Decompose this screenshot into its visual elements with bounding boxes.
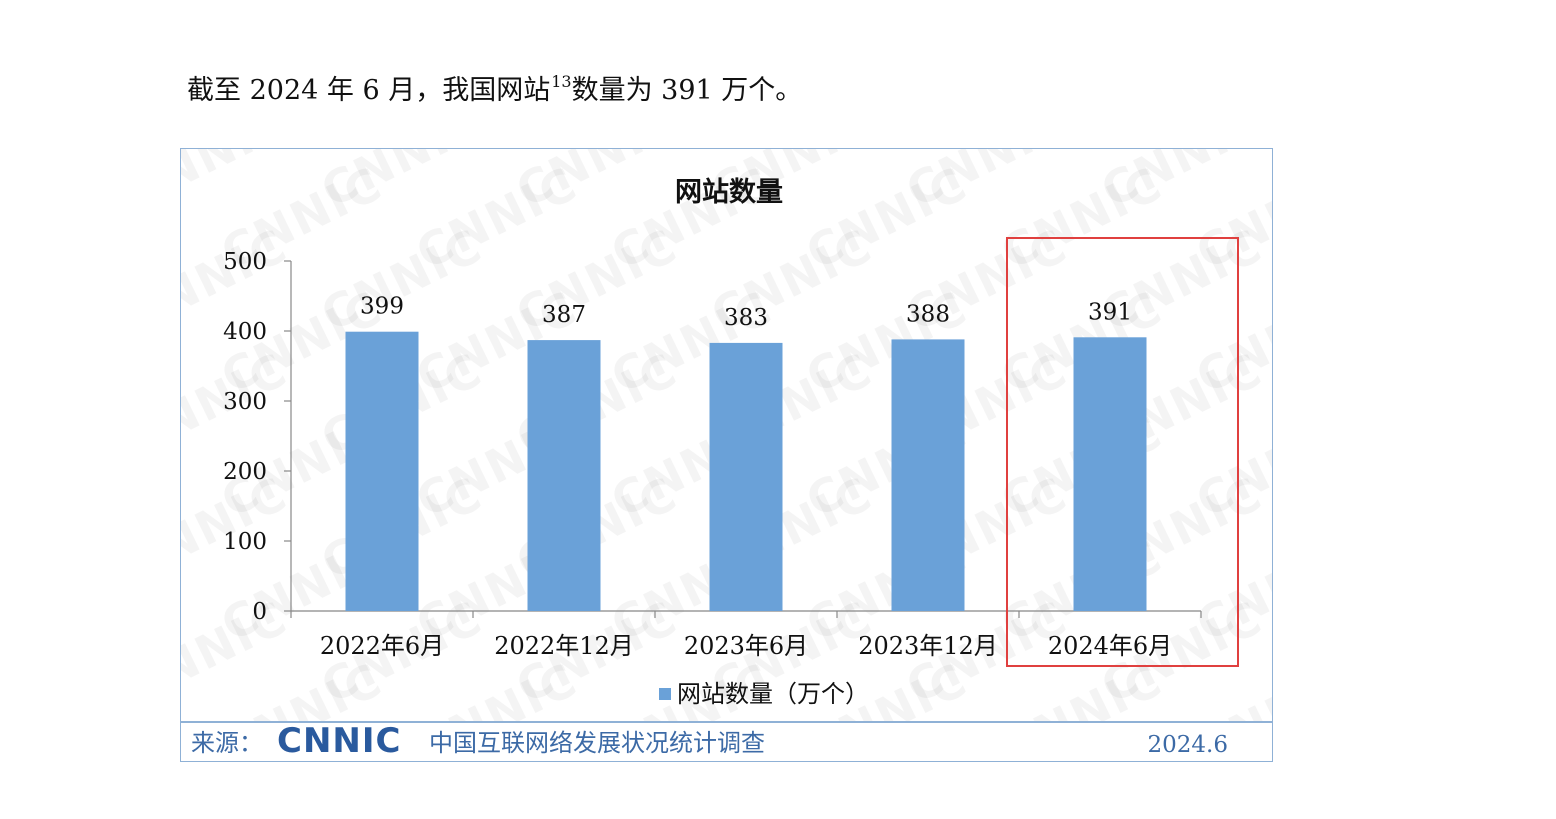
y-tick-label: 300 bbox=[223, 389, 267, 415]
bar bbox=[527, 340, 601, 611]
y-tick-label: 200 bbox=[223, 459, 267, 485]
footnote-ref[interactable]: 13 bbox=[551, 72, 572, 91]
data-label: 387 bbox=[542, 302, 586, 328]
x-tick-label: 2024年6月 bbox=[1048, 632, 1172, 660]
x-tick-label: 2023年6月 bbox=[684, 632, 808, 660]
x-tick-label: 2022年12月 bbox=[494, 632, 634, 660]
chart-container: CNNICCNNICCNNICCNNICCNNICCNNICCNNICCNNIC… bbox=[180, 148, 1273, 762]
x-tick-label: 2022年6月 bbox=[320, 632, 444, 660]
source-date: 2024.6 bbox=[1147, 732, 1228, 758]
bar bbox=[1073, 337, 1147, 611]
data-label: 388 bbox=[906, 301, 950, 327]
y-tick-label: 400 bbox=[223, 319, 267, 345]
intro-text-after: 数量为 391 万个。 bbox=[571, 75, 803, 106]
legend-swatch bbox=[659, 688, 671, 700]
bar bbox=[345, 331, 419, 611]
highlight-box bbox=[1006, 237, 1239, 667]
data-label: 391 bbox=[1088, 299, 1132, 325]
source-label: 来源： bbox=[191, 729, 263, 757]
source-name: 中国互联网络发展状况统计调查 bbox=[429, 729, 765, 757]
y-tick-label: 100 bbox=[223, 529, 267, 555]
data-label: 383 bbox=[724, 305, 768, 331]
intro-text-before: 截至 2024 年 6 月，我国网站 bbox=[187, 75, 551, 106]
bar bbox=[891, 339, 965, 611]
chart-plot: 网站数量 0 100 200 300 400 500 399 2022年6月 387 2022年12… bbox=[223, 177, 1202, 708]
intro-paragraph: 截至 2024 年 6 月，我国网站13数量为 391 万个。 bbox=[187, 58, 802, 115]
cnnic-logo: CNNIC bbox=[277, 721, 402, 761]
y-tick-label: 0 bbox=[252, 599, 267, 625]
x-tick-label: 2023年12月 bbox=[858, 632, 998, 660]
bar bbox=[709, 342, 783, 611]
data-label: 399 bbox=[360, 294, 404, 320]
legend-label: 网站数量（万个） bbox=[677, 680, 869, 708]
source-footer: 来源： CNNIC 中国互联网络发展状况统计调查 2024.6 bbox=[181, 721, 1272, 761]
y-tick-label: 500 bbox=[223, 249, 267, 275]
chart-title: 网站数量 bbox=[675, 177, 783, 208]
